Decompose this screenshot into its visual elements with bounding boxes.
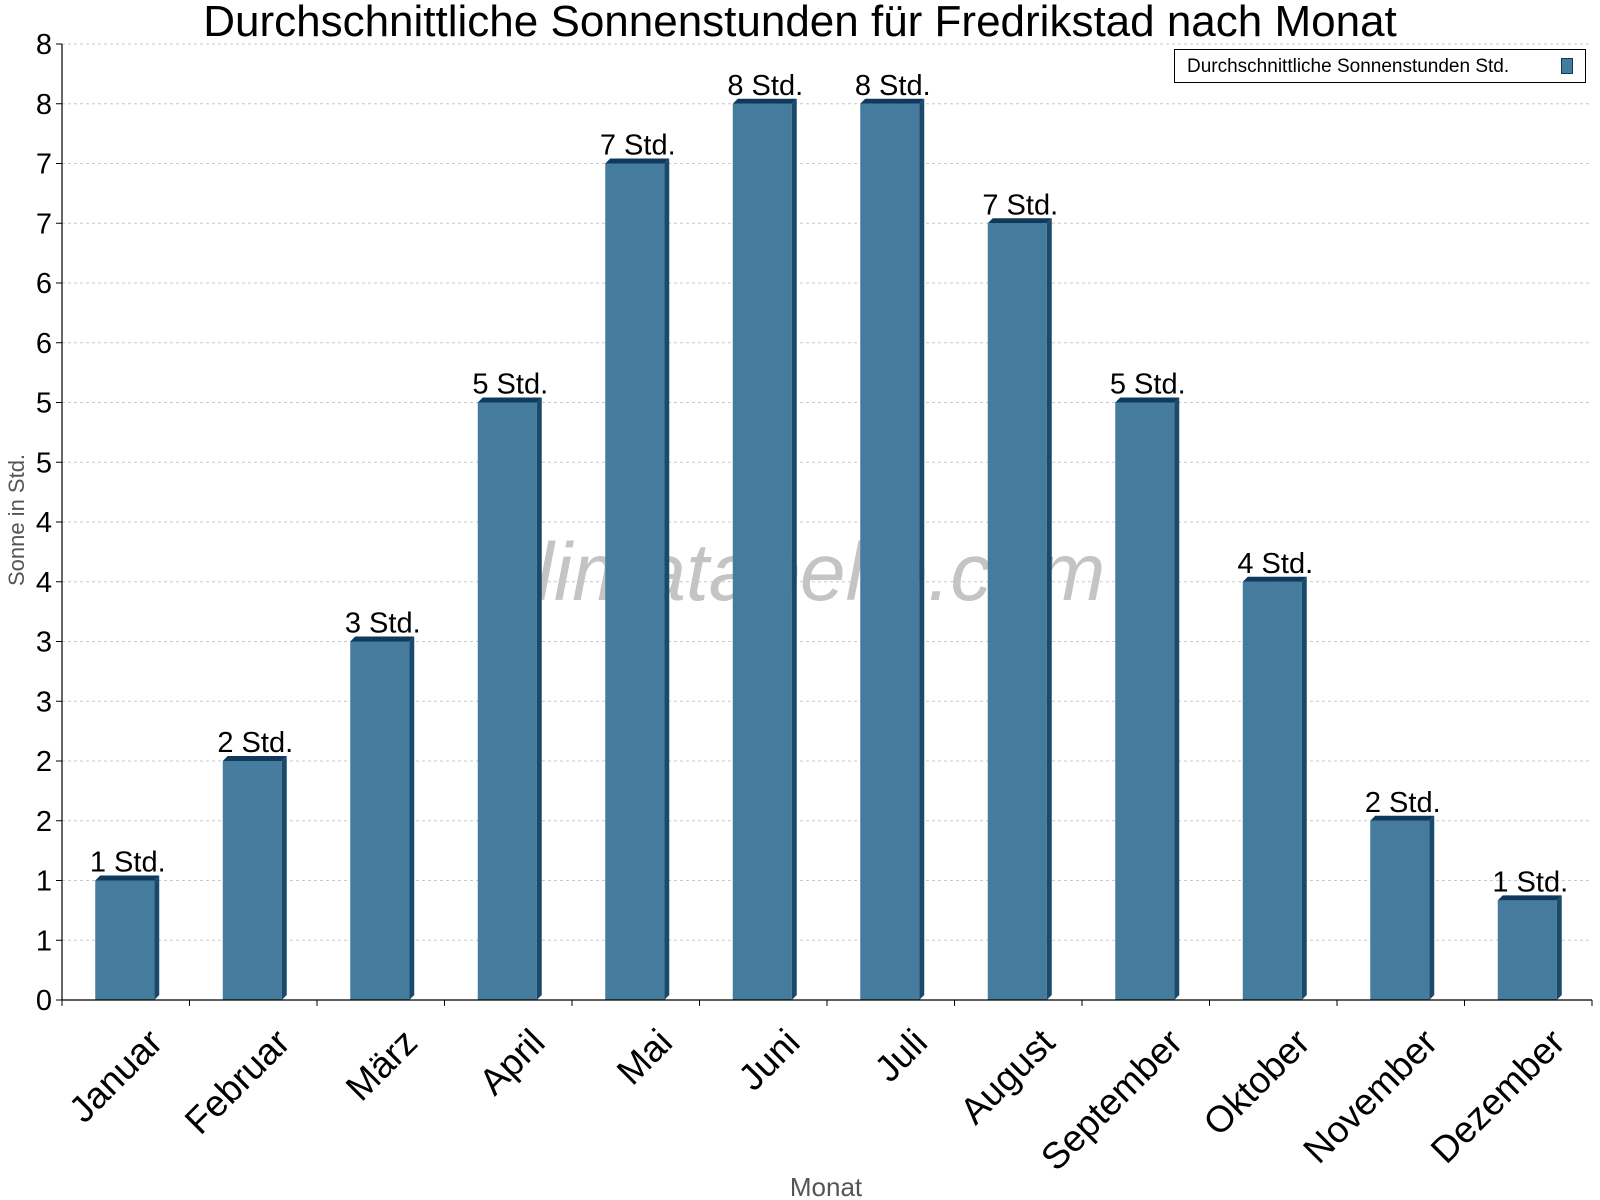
bar-top: [987, 218, 1052, 224]
y-tick-label: 3: [36, 686, 52, 718]
bar-top: [1242, 576, 1307, 582]
bar-front: [95, 880, 155, 1000]
legend: Durchschnittliche Sonnenstunden Std.: [1174, 49, 1586, 83]
bar-value-label: 5 Std.: [472, 369, 548, 401]
bar-front: [732, 103, 792, 1000]
bar-side: [536, 397, 542, 1000]
bar-top: [95, 875, 160, 881]
x-category-label: Dezember: [1423, 1021, 1573, 1171]
bar-front: [477, 402, 537, 1000]
y-tick-label: 8: [36, 29, 52, 61]
bar-front: [605, 163, 665, 1000]
bar-side: [154, 875, 160, 1000]
bar-value-labels: 1 Std. 2 Std. 3 Std. 5 Std. 7 Std. 8 Std. 8 St…: [90, 70, 1568, 899]
bar-top: [605, 158, 670, 164]
bar-front: [1115, 402, 1175, 1000]
bar-value-label: 5 Std.: [1110, 369, 1186, 401]
chart-title: Durchschnittliche Sonnenstunden für Fred…: [203, 0, 1397, 46]
bar: [350, 636, 415, 1000]
bar: [1242, 576, 1307, 1000]
bar-top: [1115, 397, 1180, 403]
y-tick-label: 2: [36, 746, 52, 778]
bar-top: [1497, 895, 1562, 901]
y-tick-label: 5: [36, 447, 52, 479]
x-category-label: Juli: [867, 1021, 935, 1089]
legend-label: Durchschnittliche Sonnenstunden Std.: [1187, 56, 1510, 77]
bar-front: [222, 761, 282, 1000]
bar-value-label: 8 Std.: [855, 70, 931, 102]
bar-front: [350, 641, 410, 1000]
y-tick-label: 6: [36, 268, 52, 300]
bar: [1115, 397, 1180, 1000]
y-tick-label: 2: [36, 806, 52, 838]
bar-side: [664, 158, 670, 1000]
bar: [222, 756, 287, 1000]
y-tick-label: 3: [36, 627, 52, 659]
bar: [477, 397, 542, 1000]
y-tick-label: 0: [36, 985, 52, 1017]
bar-top: [350, 636, 415, 642]
x-category-label: März: [338, 1021, 425, 1108]
x-category-label: Juni: [731, 1021, 808, 1098]
bar-side: [409, 636, 415, 1000]
bar-front: [860, 103, 920, 1000]
bar-value-label: 7 Std.: [982, 189, 1058, 221]
bar-value-label: 2 Std.: [1365, 787, 1441, 819]
bar: [605, 158, 670, 1000]
bar-top: [222, 756, 287, 761]
bar: [732, 98, 797, 1000]
bar-value-label: 7 Std.: [600, 130, 676, 162]
bar-side: [1429, 815, 1435, 1000]
bar: [860, 98, 925, 1000]
grid-lines: [62, 43, 1592, 941]
y-tick-label: 4: [36, 567, 52, 599]
bar-side: [1174, 397, 1180, 1000]
bar-side: [791, 98, 797, 1000]
y-tick-label: 1: [36, 925, 52, 957]
bar-side: [1556, 895, 1562, 1000]
bar-value-label: 1 Std.: [90, 847, 166, 879]
y-tick-label: 7: [36, 149, 52, 181]
bar-top: [860, 98, 925, 104]
y-tick-label: 7: [36, 208, 52, 240]
x-category-label: August: [952, 1021, 1063, 1132]
bar-front: [1242, 581, 1302, 1000]
bar: [987, 218, 1052, 1000]
bar-top: [477, 397, 542, 403]
bar-value-label: 3 Std.: [345, 608, 421, 640]
bar: [95, 875, 160, 1000]
x-category-label: Mai: [609, 1021, 680, 1092]
x-category-label: April: [471, 1021, 552, 1102]
bars: [95, 98, 1562, 1000]
y-tick-label: 8: [36, 89, 52, 121]
x-axis-title: Monat: [790, 1172, 863, 1200]
x-category-label: November: [1295, 1021, 1445, 1171]
bar: [1497, 895, 1562, 1000]
bar-side: [1301, 576, 1307, 1000]
bar-front: [1497, 900, 1557, 1000]
y-axis-title: Sonne in Std.: [4, 454, 29, 586]
x-category-label: Januar: [61, 1021, 170, 1130]
y-tick-label: 4: [36, 507, 52, 539]
bar-side: [919, 98, 925, 1000]
y-tick-label: 5: [36, 388, 52, 420]
bar-front: [987, 223, 1047, 1000]
bar-front: [1370, 820, 1430, 1000]
bar: [1370, 815, 1435, 1000]
bar-top: [732, 98, 797, 104]
legend-swatch: [1561, 58, 1573, 74]
bar-value-label: 8 Std.: [727, 70, 803, 102]
y-tick-label: 1: [36, 866, 52, 898]
x-category-label: Oktober: [1196, 1021, 1318, 1143]
bar-side: [281, 756, 287, 1000]
bar-side: [1046, 218, 1052, 1000]
bar-value-label: 1 Std.: [1492, 866, 1568, 898]
y-tick-label: 6: [36, 328, 52, 360]
x-category-label: Februar: [177, 1021, 298, 1142]
bar-value-label: 2 Std.: [217, 727, 293, 759]
bar-value-label: 4 Std.: [1237, 548, 1313, 580]
bar-top: [1370, 815, 1435, 821]
